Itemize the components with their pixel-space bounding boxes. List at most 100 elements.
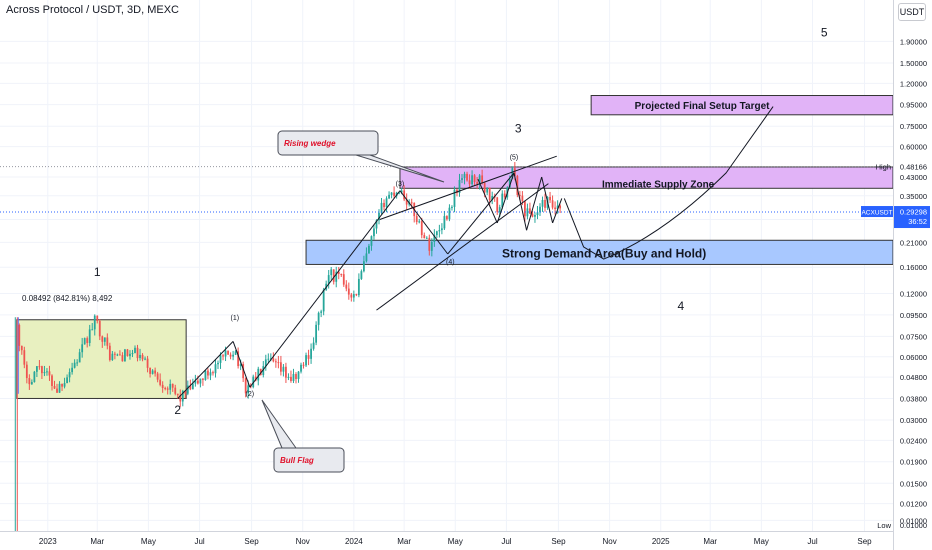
candle-body	[232, 354, 235, 357]
candle-body	[360, 271, 363, 279]
candle-body	[461, 178, 463, 180]
candle-body	[496, 197, 499, 212]
candle-body	[58, 383, 61, 393]
subwave-label-4: (4)	[446, 259, 455, 266]
price-tick: 0.01200	[900, 500, 927, 509]
candle-body	[48, 371, 51, 376]
candle-body	[86, 338, 89, 343]
candle-body	[282, 366, 285, 372]
candle-body	[290, 376, 292, 381]
price-tick: 0.02400	[900, 436, 927, 445]
price-axis[interactable]: 1.90000 1.50000 1.20000 0.95000 0.75000 0.600…	[861, 0, 932, 550]
candle-body	[529, 208, 531, 214]
candle-body	[73, 362, 76, 368]
supply-zone-label: Immediate Supply Zone	[602, 180, 715, 191]
candle-body	[539, 206, 541, 213]
callout-text: Bull Flag	[280, 456, 314, 465]
time-tick: Mar	[397, 537, 411, 546]
candle-body	[277, 362, 280, 364]
candle-body	[264, 359, 267, 367]
candle-body	[141, 354, 144, 360]
candle-body	[189, 385, 192, 390]
price-tick: 1.20000	[900, 79, 927, 88]
candle-body	[368, 245, 370, 254]
candle-body	[181, 390, 184, 402]
candle-body	[508, 178, 511, 188]
candle-body	[363, 261, 365, 272]
candle-body	[272, 358, 275, 362]
candle-body	[310, 348, 312, 359]
candle-body	[330, 269, 333, 276]
candle-body	[207, 370, 209, 376]
candle-body	[516, 176, 519, 195]
candle-body	[446, 216, 448, 220]
candle-body	[554, 207, 556, 209]
wave-label-2: 2	[174, 403, 181, 417]
wave-label-5: 5	[821, 26, 828, 40]
chart-labels: 1 2 3 4 5 (1) (2) (3) (4) (5) 0.08492 (842.81%) 8,…	[22, 26, 828, 473]
candle-body	[204, 370, 207, 380]
candle-body	[242, 364, 245, 379]
time-tick: Jul	[501, 537, 511, 546]
price-tick: 0.01000	[900, 516, 927, 525]
wedge-zigzag	[513, 172, 528, 231]
price-tick: 0.60000	[900, 143, 927, 152]
candle-body	[252, 376, 255, 388]
candle-body	[149, 367, 151, 374]
candle-body	[229, 354, 232, 357]
candle-body	[513, 168, 516, 177]
candle-body	[347, 288, 350, 295]
time-tick: Nov	[296, 537, 310, 546]
candle-body	[518, 194, 521, 196]
candle-body	[68, 372, 71, 378]
candle-body	[136, 347, 139, 359]
candle-body	[478, 175, 481, 184]
candle-body	[357, 278, 360, 296]
candle-body	[390, 192, 393, 195]
candle-body	[98, 320, 101, 337]
candle-body	[56, 388, 58, 393]
candle-body	[420, 221, 423, 236]
candle-body	[41, 366, 43, 374]
price-tick: 0.21000	[900, 238, 927, 247]
rising-wedge-callout: Rising wedge	[277, 130, 445, 183]
candle-body	[134, 347, 136, 354]
candle-body	[317, 312, 320, 325]
candle-body	[179, 395, 182, 402]
candle-body	[511, 168, 514, 179]
candle-body	[43, 372, 46, 374]
candlestick-series	[14, 162, 562, 531]
projection-path	[563, 106, 774, 260]
currency-button[interactable]: USDT	[898, 3, 926, 21]
callout-text: Rising wedge	[284, 139, 336, 148]
high-tag-label: High	[876, 163, 891, 172]
candle-body	[378, 212, 380, 221]
time-tick: Sep	[857, 537, 872, 546]
chart-title: Across Protocol / USDT, 3D, MEXC	[6, 4, 179, 16]
candle-body	[154, 370, 157, 374]
candle-body	[186, 385, 189, 394]
time-tick: Mar	[703, 537, 717, 546]
wave-label-3: 3	[515, 122, 522, 136]
candle-body	[312, 342, 315, 349]
candle-body	[51, 375, 53, 386]
candle-body	[169, 383, 172, 390]
candle-body	[476, 182, 479, 184]
candle-body	[46, 371, 48, 373]
chart-drawings	[0, 106, 893, 399]
candle-body	[106, 337, 109, 346]
candle-body	[217, 362, 219, 365]
candle-body	[448, 207, 451, 220]
time-tick: Jul	[194, 537, 204, 546]
price-tick: 0.75000	[900, 122, 927, 131]
candle-body	[254, 376, 257, 381]
candle-body	[121, 355, 124, 362]
candle-body	[174, 387, 177, 394]
candle-body	[101, 336, 104, 342]
time-axis[interactable]: 2023 Mar May Jul Sep Nov 2024 Mar May Jul Sep Nov 20…	[0, 531, 893, 550]
candle-body	[498, 207, 501, 212]
candle-body	[430, 241, 433, 251]
time-tick: Sep	[244, 537, 259, 546]
candle-body	[544, 199, 546, 208]
